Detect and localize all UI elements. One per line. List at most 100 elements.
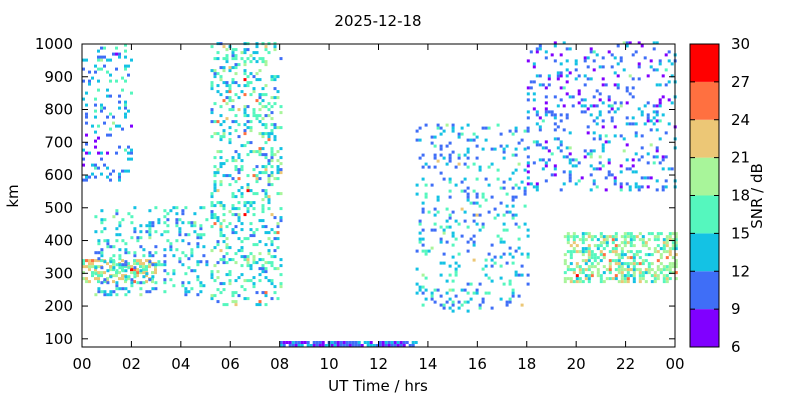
y-tick-label: 700 [44,133,73,151]
heatmap-cell [596,268,600,272]
heatmap-cell [590,262,594,266]
heatmap-cell [478,213,482,217]
heatmap-cell [127,157,130,161]
heatmap-cell [517,162,521,166]
heatmap-cell [163,278,167,282]
heatmap-cell [246,261,250,265]
heatmap-cell [472,291,476,295]
heatmap-cell [553,128,557,132]
heatmap-cell [264,294,268,298]
heatmap-cell [136,259,139,263]
heatmap-cell [130,268,133,272]
heatmap-cell [596,274,600,278]
heatmap-cell [103,64,106,68]
x-tick-label: 00 [665,355,684,373]
heatmap-cell [610,104,614,108]
heatmap-cell [569,244,573,248]
heatmap-cell [100,254,104,258]
heatmap-cell [421,303,425,307]
heatmap-cell [184,206,188,210]
heatmap-cell [231,108,235,112]
heatmap-cell [478,165,482,169]
heatmap-cell [629,241,633,245]
heatmap-cell [270,123,274,127]
heatmap-cell [604,140,608,144]
heatmap-cell [237,219,241,223]
heatmap-cell [267,162,271,166]
heatmap-cell [442,303,446,307]
heatmap-cell [157,218,161,222]
heatmap-cell [225,303,229,307]
heatmap-cell [568,176,572,180]
heatmap-cell [234,129,238,133]
heatmap-cell [611,247,615,251]
heatmap-cell [213,246,217,250]
heatmap-cell [258,93,262,97]
heatmap-cell [213,174,217,178]
heatmap-cell [121,259,124,263]
heatmap-cell [421,243,425,247]
heatmap-cell [490,306,494,310]
heatmap-cell [124,287,128,291]
heatmap-cell [213,189,217,193]
heatmap-cell [532,185,536,189]
heatmap-cell [674,271,678,275]
heatmap-cell [563,262,567,266]
heatmap-cell [387,344,391,347]
heatmap-cell [133,272,137,276]
heatmap-cell [623,280,627,284]
heatmap-cell [82,262,85,266]
heatmap-cell [544,161,548,165]
heatmap-cell [662,244,666,248]
heatmap-cell [231,300,235,304]
heatmap-cell [635,268,639,272]
heatmap-cell [348,341,352,344]
heatmap-cell [273,123,277,127]
heatmap-cell [231,258,235,262]
heatmap-cell [620,280,624,284]
heatmap-cell [306,344,310,347]
heatmap-cell [421,177,425,181]
heatmap-cell [439,225,443,229]
heatmap-cell [505,204,509,208]
heatmap-cell [273,126,277,130]
heatmap-cell [267,231,271,235]
heatmap-cell [91,124,94,128]
heatmap-cell [85,115,88,119]
heatmap-cell [535,140,539,144]
heatmap-cell [85,265,88,269]
heatmap-cell [163,260,167,264]
heatmap-cell [599,241,603,245]
heatmap-cell [115,271,118,275]
heatmap-cell [601,146,605,150]
heatmap-cell [124,275,128,279]
heatmap-cell [312,344,316,347]
heatmap-cell [644,241,648,245]
heatmap-cell [166,230,170,234]
heatmap-cell [112,115,115,119]
heatmap-cell [154,268,157,272]
heatmap-cell [469,237,473,241]
heatmap-cell [249,60,253,64]
heatmap-cell [216,57,220,61]
heatmap-cell [252,285,256,289]
heatmap-cell [133,280,136,284]
heatmap-cell [614,259,618,263]
heatmap-cell [611,241,615,245]
heatmap-cell [583,104,587,108]
heatmap-cell [97,280,100,284]
heatmap-cell [115,209,119,213]
heatmap-cell [130,284,134,288]
heatmap-cell [127,145,130,149]
heatmap-cell [433,207,437,211]
heatmap-cell [532,161,536,165]
heatmap-cell [210,270,214,274]
heatmap-cell [629,256,633,260]
heatmap-cell [661,95,665,99]
heatmap-cell [559,71,563,75]
heatmap-cell [584,250,588,254]
heatmap-cell [541,83,545,87]
heatmap-cell [225,60,229,64]
heatmap-cell [598,65,602,69]
heatmap-cell [246,84,250,88]
